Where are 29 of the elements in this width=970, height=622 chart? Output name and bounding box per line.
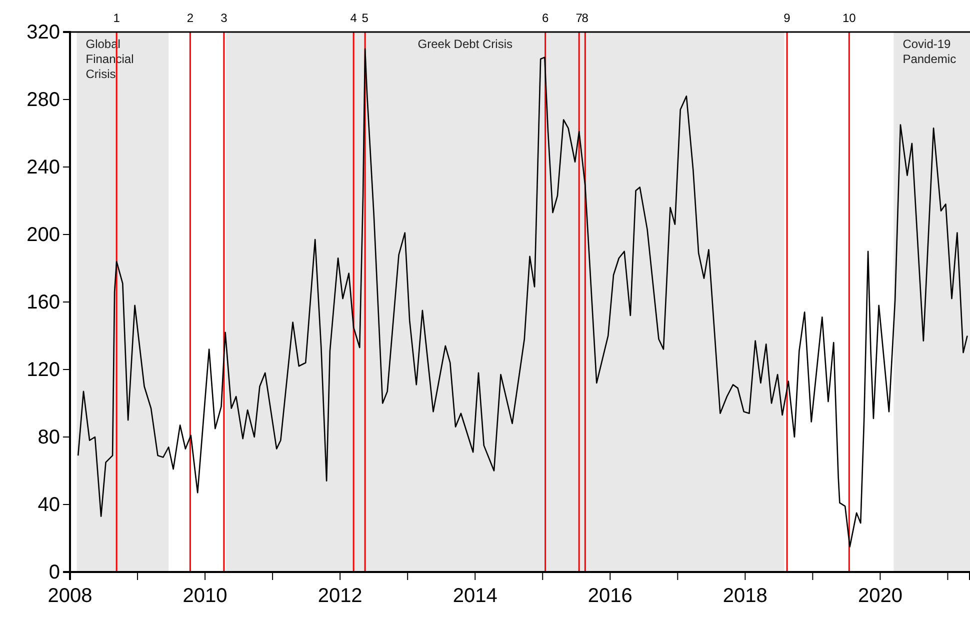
y-tick-label: 0: [48, 561, 60, 584]
text: 10: [842, 11, 856, 25]
line-series: [77, 48, 968, 548]
x-tick-label: 2012: [318, 585, 362, 608]
text: 3: [220, 11, 228, 25]
y-tick-label: 200: [26, 224, 60, 246]
x-tick-label: 2018: [722, 585, 768, 608]
x-tick-label: 2016: [588, 585, 632, 608]
text: 6: [542, 11, 549, 25]
y-tick-label: 280: [26, 88, 60, 111]
y-tick-label: 240: [26, 156, 60, 178]
y-tick-label: 320: [26, 21, 60, 44]
x-tick-label: 2008: [48, 585, 92, 608]
text: 1: [113, 11, 120, 25]
x-tick-label: 2020: [858, 585, 902, 608]
x-tick-label: 2014: [452, 585, 498, 608]
text: 9: [784, 11, 791, 25]
x-tick-label: 2010: [182, 585, 228, 608]
y-tick-label: 40: [38, 494, 60, 516]
text: 8: [582, 11, 589, 25]
text: 2: [186, 11, 194, 25]
band-label: Covid-19 Pandemic: [902, 37, 956, 66]
text: 7: [576, 11, 583, 25]
y-tick-label: 160: [26, 291, 60, 314]
text: 4: [350, 11, 358, 25]
band-label: Greek Debt Crisis: [418, 37, 512, 51]
text: 5: [362, 11, 369, 25]
y-tick-label: 120: [26, 358, 60, 381]
y-tick-label: 80: [38, 426, 60, 448]
